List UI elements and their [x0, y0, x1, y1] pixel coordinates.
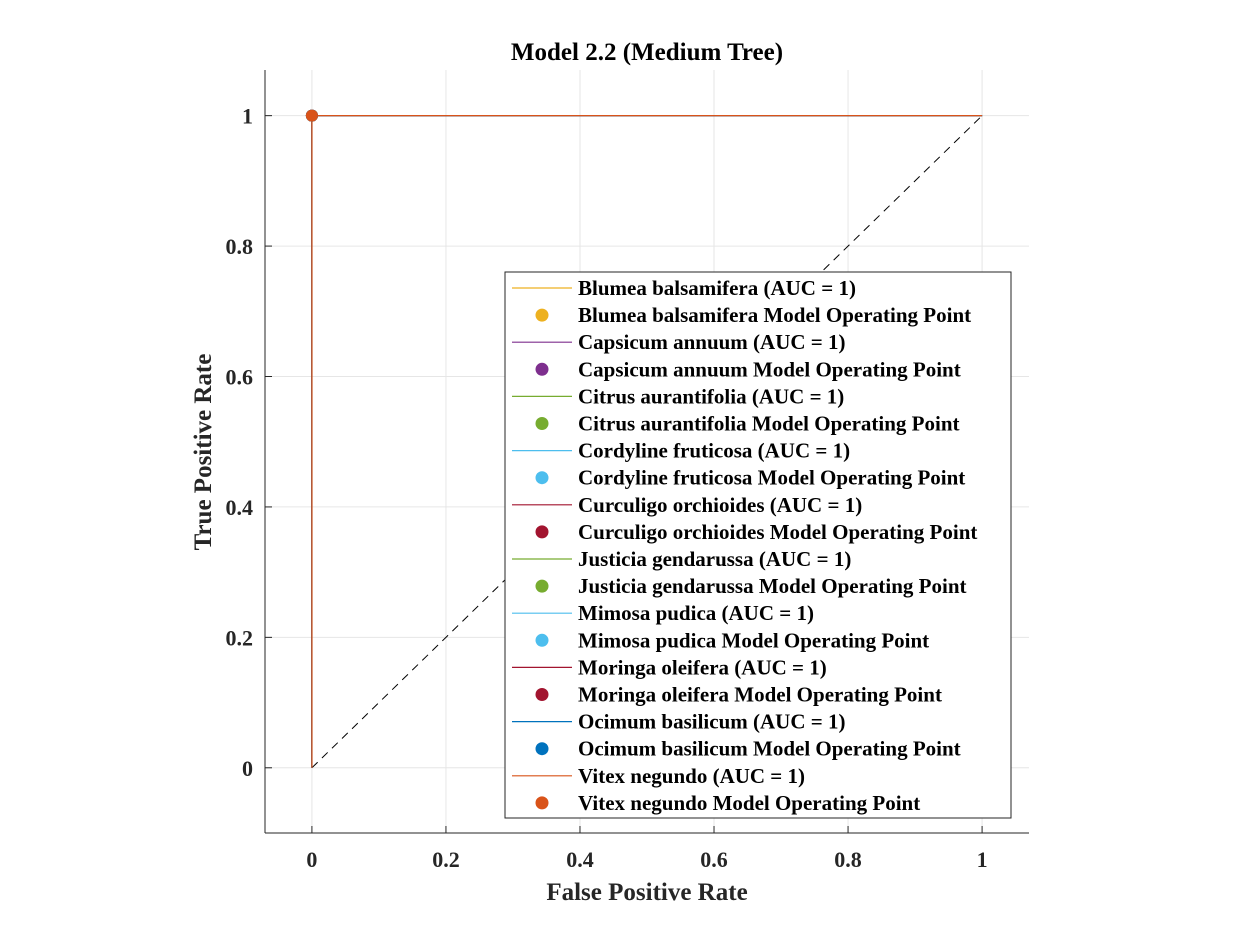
legend-point-label-0: Blumea balsamifera Model Operating Point — [578, 303, 971, 327]
legend-point-swatch-8 — [535, 742, 549, 756]
axes — [264, 70, 1029, 834]
x-tick-label: 0.2 — [432, 847, 460, 872]
legend-point-swatch-2 — [535, 417, 549, 430]
y-tick-label: 0.4 — [226, 495, 254, 520]
legend-point-label-9: Vitex negundo Model Operating Point — [578, 791, 920, 815]
legend-point-label-7: Moringa oleifera Model Operating Point — [578, 683, 942, 707]
legend-point-swatch-1 — [535, 362, 549, 376]
legend-curve-label-5: Justicia gendarussa (AUC = 1) — [578, 547, 851, 571]
x-axis-label: False Positive Rate — [546, 879, 747, 906]
legend-curve-label-9: Vitex negundo (AUC = 1) — [578, 764, 805, 788]
x-tick-label: 0.4 — [566, 847, 594, 872]
legend-curve-label-2: Citrus aurantifolia (AUC = 1) — [578, 384, 844, 408]
x-tick-label: 1 — [977, 847, 988, 872]
legend-curve-label-6: Mimosa pudica (AUC = 1) — [578, 601, 814, 625]
legend-curve-label-7: Moringa oleifera (AUC = 1) — [578, 655, 827, 679]
legend-curve-label-0: Blumea balsamifera (AUC = 1) — [578, 276, 856, 300]
legend-point-label-4: Curculigo orchioides Model Operating Poi… — [578, 520, 977, 544]
y-axis-label: True Positive Rate — [190, 354, 217, 551]
operating-points — [305, 109, 318, 122]
legend-curve-label-1: Capsicum annuum (AUC = 1) — [578, 330, 846, 354]
legend-point-label-1: Capsicum annuum Model Operating Point — [578, 357, 961, 381]
legend-curve-label-3: Cordyline fruticosa (AUC = 1) — [578, 439, 850, 463]
y-tick-label: 0 — [242, 756, 253, 781]
legend-point-label-2: Citrus aurantifolia Model Operating Poin… — [578, 412, 960, 436]
legend-point-swatch-5 — [535, 579, 549, 593]
x-tick-label: 0.8 — [834, 847, 862, 872]
y-tick-label: 1 — [242, 104, 253, 129]
x-tick-label: 0 — [306, 847, 317, 872]
y-tick-label: 0.6 — [226, 365, 254, 390]
legend-point-swatch-4 — [535, 525, 549, 539]
chart-title: Model 2.2 (Medium Tree) — [511, 39, 783, 66]
legend-point-swatch-6 — [535, 633, 549, 647]
legend-point-swatch-7 — [535, 688, 549, 701]
legend-point-label-5: Justicia gendarussa Model Operating Poin… — [578, 574, 967, 598]
y-tick-label: 0.2 — [226, 625, 254, 650]
operating-point-9 — [305, 109, 318, 122]
x-tick-label: 0.6 — [700, 847, 728, 872]
legend-point-label-6: Mimosa pudica Model Operating Point — [578, 628, 929, 652]
legend-point-label-3: Cordyline fruticosa Model Operating Poin… — [578, 466, 965, 490]
legend-point-label-8: Ocimum basilicum Model Operating Point — [578, 737, 961, 761]
y-tick-label: 0.8 — [226, 234, 254, 259]
legend-point-swatch-3 — [535, 471, 549, 485]
legend-box — [504, 271, 1012, 819]
legend-point-swatch-9 — [535, 796, 549, 810]
legend-curve-label-4: Curculigo orchioides (AUC = 1) — [578, 493, 862, 517]
legend: Blumea balsamifera (AUC = 1) Blumea balsa… — [504, 271, 1012, 819]
legend-point-swatch-0 — [535, 308, 549, 322]
legend-curve-label-8: Ocimum basilicum (AUC = 1) — [578, 710, 845, 734]
x-tick-labels: 0 0.2 0.4 0.6 0.8 1 — [306, 847, 987, 872]
y-tick-labels: 0 0.2 0.4 0.6 0.8 1 — [226, 104, 254, 781]
